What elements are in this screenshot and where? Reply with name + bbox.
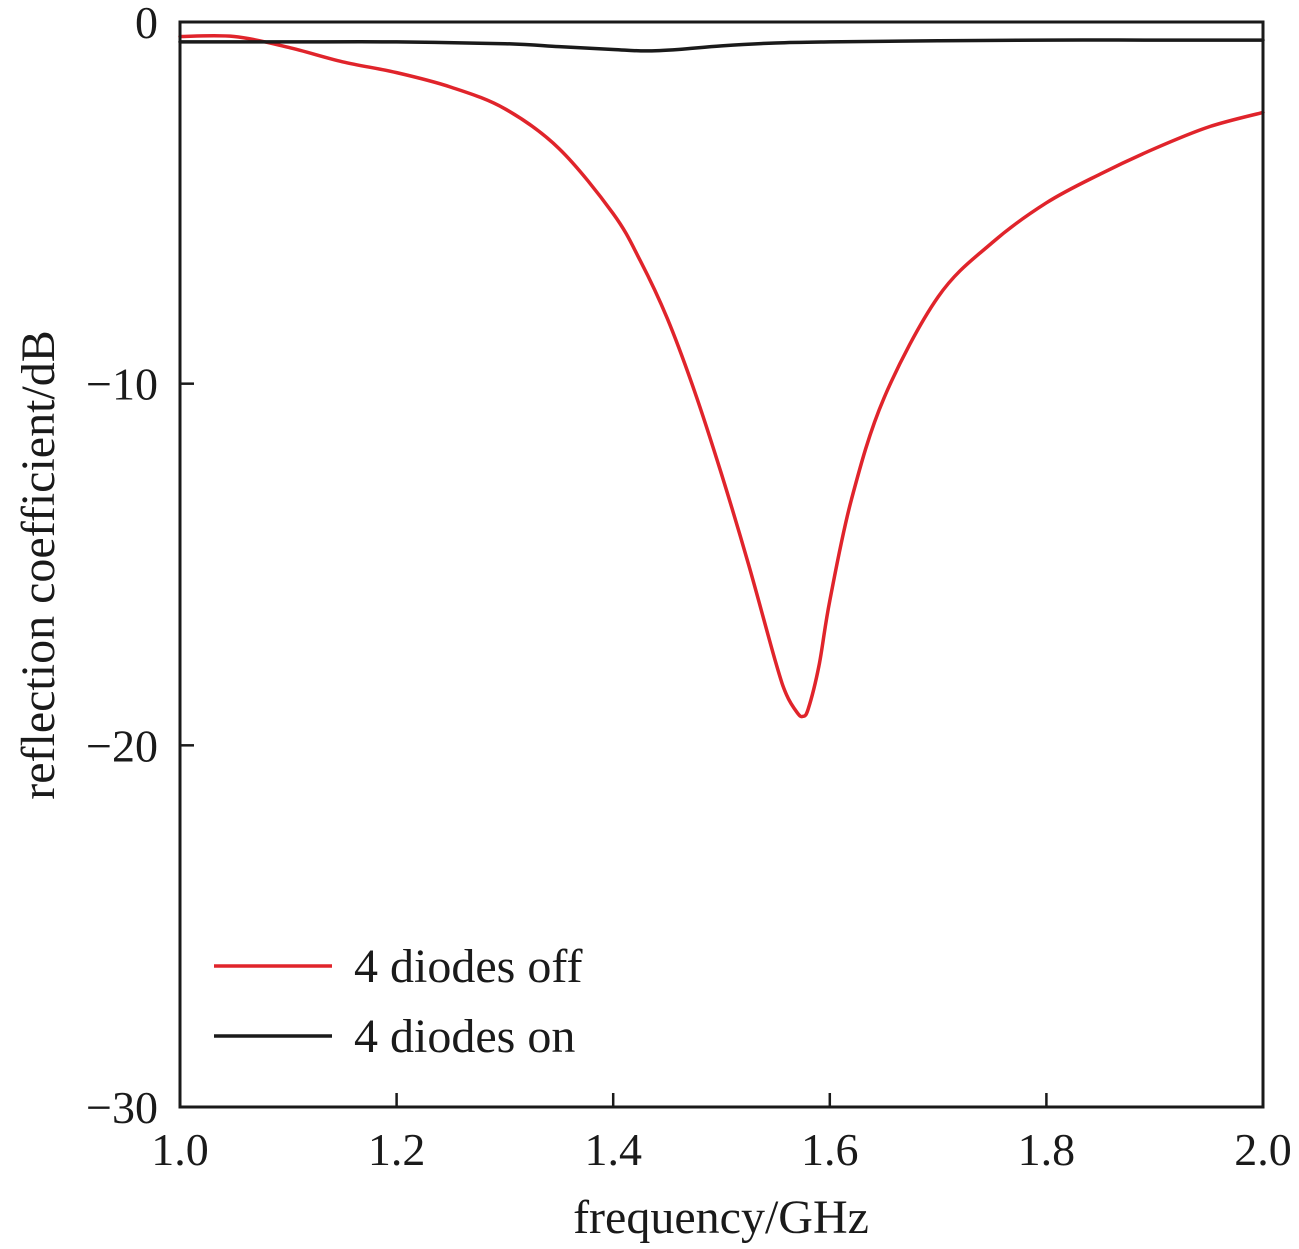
y-tick-label-0: 0 [135, 0, 158, 48]
plot-frame [178, 20, 1265, 1109]
series-line-0 [178, 33, 1265, 719]
series-line-1 [178, 38, 1265, 53]
y-axis: 0 −10 −20 −30 [86, 0, 194, 1133]
x-tick-label-4: 1.8 [1018, 1124, 1076, 1175]
y-axis-title: reflection coefficient/dB [12, 330, 65, 800]
legend-label-0: 4 diodes off [354, 940, 582, 993]
y-tick-label-3: −30 [86, 1082, 158, 1133]
x-axis-title: frequency/GHz [573, 1191, 869, 1244]
x-tick-label-5: 2.0 [1234, 1124, 1292, 1175]
y-tick-label-2: −20 [86, 720, 158, 771]
x-tick-label-2: 1.4 [584, 1124, 642, 1175]
legend: 4 diodes off 4 diodes on [214, 940, 582, 1063]
x-tick-label-1: 1.2 [368, 1124, 426, 1175]
x-axis: 1.0 1.2 1.4 1.6 1.8 2.0 [151, 1093, 1292, 1175]
y-tick-label-1: −10 [86, 359, 158, 410]
x-tick-label-3: 1.6 [801, 1124, 859, 1175]
legend-label-1: 4 diodes on [354, 1010, 575, 1063]
x-tick-label-0: 1.0 [151, 1124, 209, 1175]
plot-lines [178, 33, 1265, 719]
